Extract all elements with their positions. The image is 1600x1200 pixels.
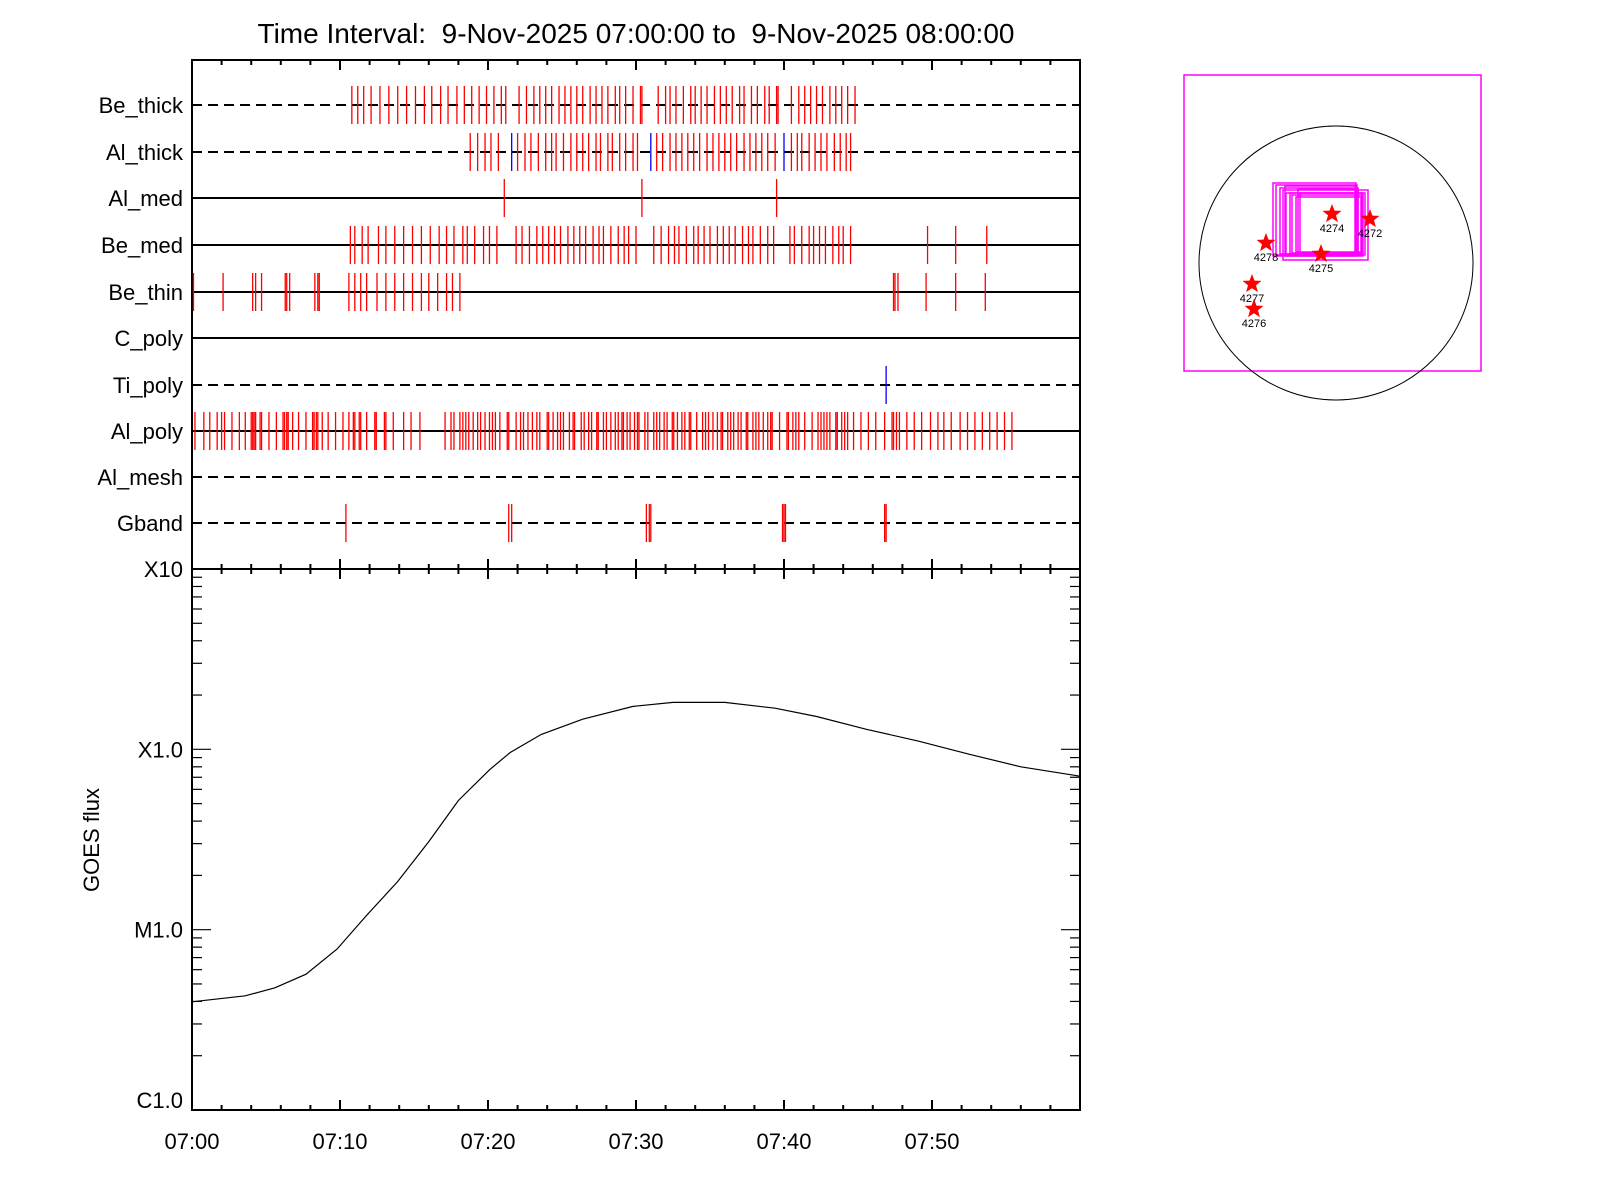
active-region-star-icon: [1360, 209, 1380, 228]
raster-frame: [191, 59, 1081, 570]
solar-disk-map: 4274 4272 4278 4275 4277 4276: [1183, 74, 1482, 401]
fov-box: [1297, 188, 1359, 256]
x-tick-label: 07:50: [904, 1129, 959, 1154]
x-tick-label: 07:40: [756, 1129, 811, 1154]
row-label: Be_thin: [108, 280, 183, 305]
active-region-star-icon: [1256, 233, 1276, 252]
y-tick-label: X1.0: [138, 737, 183, 762]
active-region-label: 4277: [1240, 293, 1264, 305]
row-label: Be_med: [101, 233, 183, 258]
active-region-star-icon: [1322, 204, 1342, 223]
goes-flux-line: [191, 701, 1081, 1003]
row-label: C_poly: [115, 326, 183, 351]
row-label: Ti_poly: [113, 373, 183, 398]
active-region-star-icon: [1242, 274, 1262, 293]
row-label: Al_mesh: [97, 465, 183, 490]
active-region-label: 4272: [1358, 228, 1382, 240]
row-label: Be_thick: [99, 93, 184, 118]
y-axis-label: GOES flux: [79, 788, 104, 892]
event-raster-panel: Be_thick Al_thick Al_med Be_med Be_thin C_pol…: [97, 59, 1081, 579]
row-label: Gband: [117, 511, 183, 536]
chart-title: Time Interval: 9-Nov-2025 07:00:00 to 9-…: [258, 18, 1015, 49]
active-region-label: 4274: [1320, 223, 1344, 235]
active-region-star-icon: [1244, 299, 1264, 318]
x-tick-label: 07:30: [608, 1129, 663, 1154]
active-region-label: 4275: [1309, 263, 1333, 275]
row-label: Al_med: [108, 186, 183, 211]
x-tick-label: 07:00: [164, 1129, 219, 1154]
row-label: Al_poly: [111, 419, 183, 444]
active-region-star-icon: [1311, 244, 1331, 263]
y-tick-label: M1.0: [134, 918, 183, 943]
active-region-label: 4276: [1242, 318, 1266, 330]
solar-limb: [1198, 125, 1474, 401]
y-tick-label: X10: [144, 557, 183, 582]
map-frame: [1183, 74, 1482, 372]
x-tick-label: 07:20: [460, 1129, 515, 1154]
row-label: Al_thick: [106, 140, 184, 165]
y-tick-label: C1.0: [137, 1088, 183, 1113]
active-region-label: 4278: [1254, 252, 1278, 264]
goes-flux-panel: 07:00 07:10 07:20 07:30 07:40 07:50 C1.0 M1.0 X1…: [134, 557, 1081, 1154]
x-tick-label: 07:10: [312, 1129, 367, 1154]
goes-frame: [191, 568, 1081, 1111]
